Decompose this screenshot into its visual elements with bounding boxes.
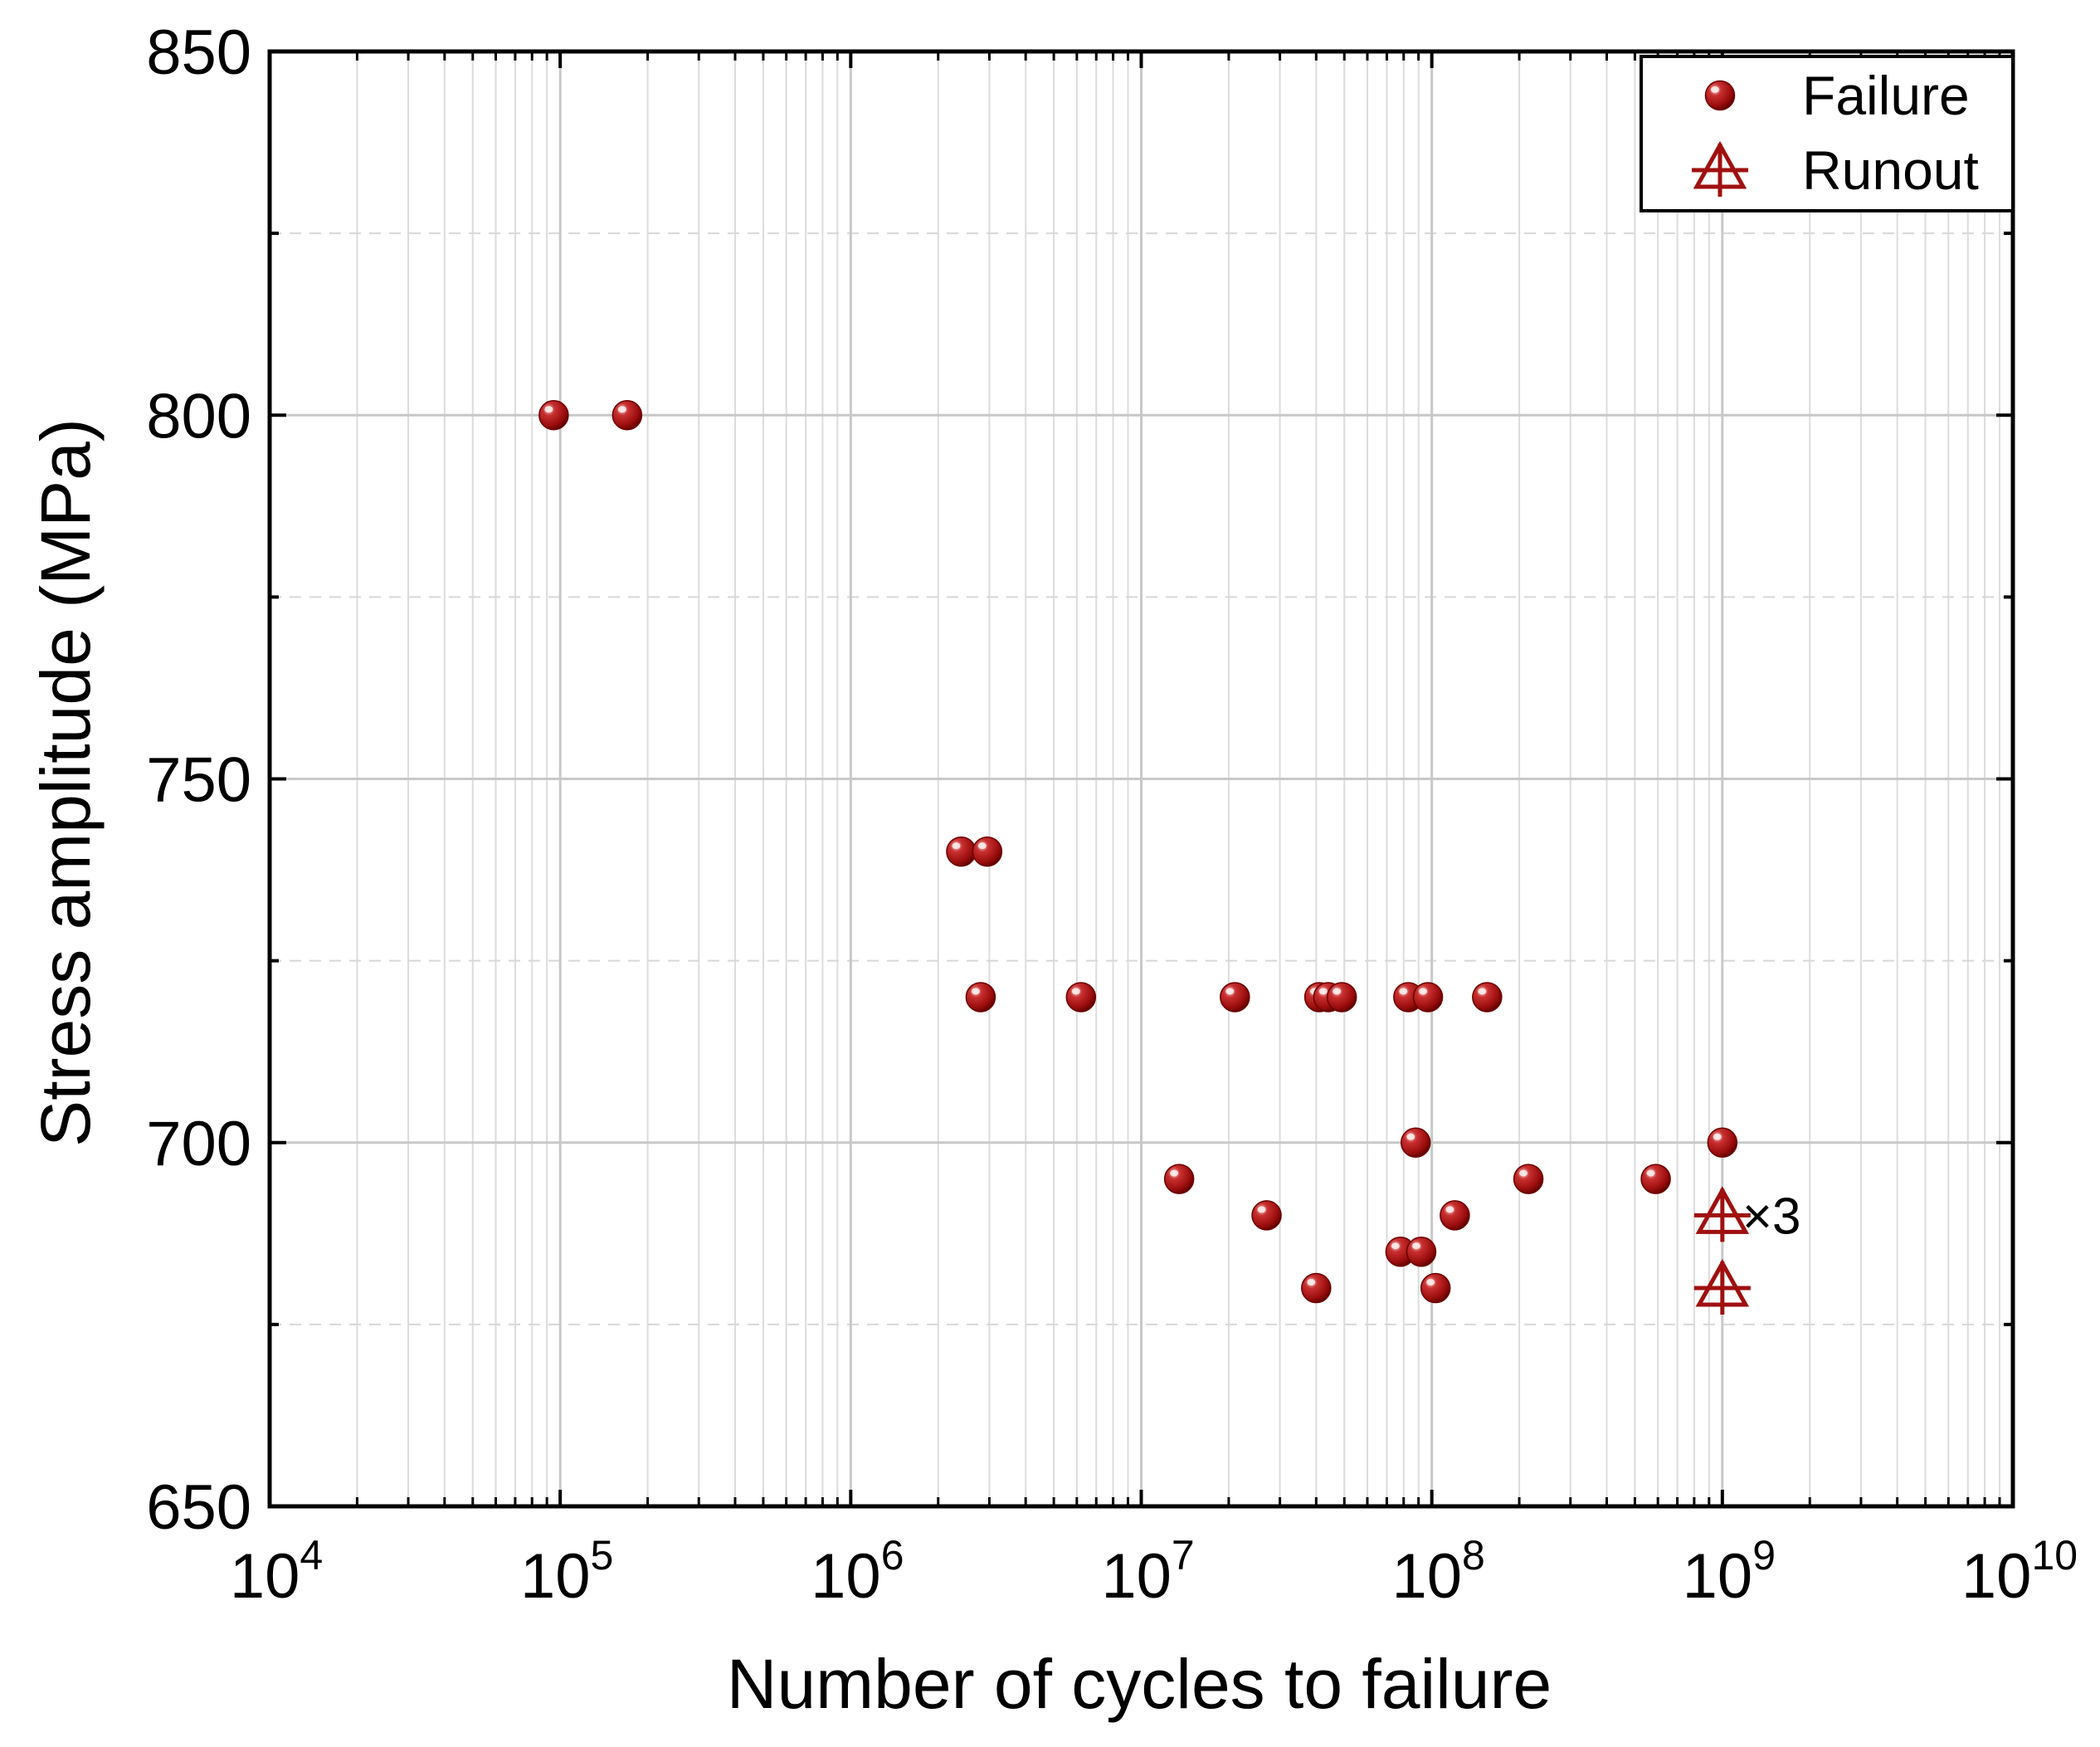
sphere-body <box>1707 1127 1738 1158</box>
x-tick-label: 108 <box>1391 1532 1484 1612</box>
sphere-highlight <box>977 842 987 850</box>
sphere-body <box>1513 1164 1544 1194</box>
legend-failure-marker <box>1704 80 1736 111</box>
y-tick-label: 750 <box>146 745 251 816</box>
failure-point <box>1412 982 1444 1013</box>
sphere-body <box>1301 1272 1332 1304</box>
sphere-body <box>1704 80 1736 111</box>
sphere-highlight <box>1411 1242 1420 1250</box>
sphere-body <box>1326 982 1357 1013</box>
data-points <box>538 400 1751 1315</box>
sphere-highlight <box>1646 1169 1655 1177</box>
sphere-highlight <box>1333 988 1342 995</box>
sphere-body <box>611 400 643 431</box>
failure-point <box>1472 982 1503 1013</box>
y-tick-label: 850 <box>146 17 251 88</box>
legend-sphere-icon <box>1704 80 1736 111</box>
failure-point <box>965 982 996 1013</box>
failure-point <box>1220 982 1250 1013</box>
x-tick-label: 105 <box>520 1532 613 1612</box>
sphere-body <box>1065 982 1097 1013</box>
runout-count-label: ×3 <box>1742 1188 1801 1245</box>
x-tick-label: 104 <box>230 1532 323 1612</box>
sphere-body <box>1406 1236 1437 1267</box>
major-gridlines <box>268 50 2015 1508</box>
sphere-body <box>538 400 569 431</box>
x-tick-label: 1010 <box>1961 1532 2078 1612</box>
failure-point <box>1420 1272 1451 1304</box>
sphere-highlight <box>1170 1169 1179 1177</box>
legend-triangle-icon <box>1692 140 1748 197</box>
sphere-highlight <box>1307 1279 1316 1286</box>
sphere-highlight <box>971 988 980 995</box>
sphere-body <box>1440 1200 1470 1231</box>
y-tick-labels: 650 700 750 800 850 <box>146 17 251 1543</box>
sphere-highlight <box>1318 988 1328 995</box>
sphere-highlight <box>1426 1279 1435 1286</box>
sphere-highlight <box>1713 1133 1722 1140</box>
sphere-highlight <box>1445 1206 1454 1213</box>
x-tick-label: 106 <box>811 1532 904 1612</box>
sphere-body <box>1640 1164 1671 1194</box>
runout-point <box>1693 1258 1751 1315</box>
sphere-highlight <box>617 406 626 413</box>
sphere-body <box>1220 982 1250 1013</box>
sphere-highlight <box>1391 1242 1400 1250</box>
sphere-body <box>1472 982 1503 1013</box>
failure-point <box>972 836 1003 867</box>
sphere-highlight <box>1519 1169 1528 1177</box>
failure-point <box>538 400 569 431</box>
x-tick-label: 109 <box>1683 1532 1776 1612</box>
sphere-highlight <box>544 406 553 413</box>
sphere-body <box>965 982 996 1013</box>
sphere-body <box>1412 982 1444 1013</box>
failure-point <box>1400 1127 1431 1158</box>
legend-runout-marker <box>1692 140 1748 197</box>
sphere-body <box>946 836 977 867</box>
sphere-highlight <box>1419 988 1428 995</box>
sphere-body <box>1251 1200 1282 1231</box>
y-tick-label: 700 <box>146 1109 251 1179</box>
failure-point <box>611 400 643 431</box>
sphere-highlight <box>1225 988 1235 995</box>
failure-point <box>1406 1236 1437 1267</box>
sphere-body <box>1420 1272 1451 1304</box>
failure-point <box>1251 1200 1282 1231</box>
sphere-highlight <box>1478 988 1487 995</box>
sphere-body <box>972 836 1003 867</box>
failure-point <box>1707 1127 1738 1158</box>
sphere-highlight <box>1711 86 1719 93</box>
sphere-body <box>1400 1127 1431 1158</box>
sphere-highlight <box>1399 988 1408 995</box>
failure-point <box>1326 982 1357 1013</box>
x-tick-labels: 104 105 106 107 108 109 1010 <box>230 1532 2078 1612</box>
failure-point <box>1513 1164 1544 1194</box>
x-axis-title: Number of cycles to failure <box>727 1645 1552 1723</box>
failure-point <box>1301 1272 1332 1304</box>
failure-point <box>1640 1164 1671 1194</box>
legend-runout-label: Runout <box>1802 139 1979 201</box>
sphere-highlight <box>1071 988 1080 995</box>
runout-point <box>1693 1186 1751 1242</box>
sphere-highlight <box>1406 1133 1415 1140</box>
legend: Failure Runout <box>1640 55 2015 212</box>
failure-point <box>1065 982 1097 1013</box>
sphere-highlight <box>952 842 961 850</box>
failure-point <box>1163 1164 1195 1194</box>
y-tick-label: 650 <box>146 1472 251 1543</box>
annotations: ×3 <box>1742 1188 1801 1245</box>
x-tick-label: 107 <box>1101 1532 1194 1612</box>
failure-point <box>946 836 977 867</box>
failure-point <box>1440 1200 1470 1231</box>
sphere-highlight <box>1257 1206 1266 1213</box>
y-tick-label: 800 <box>146 381 251 451</box>
legend-failure-label: Failure <box>1802 65 1970 126</box>
sphere-body <box>1163 1164 1195 1194</box>
y-axis-title: Stress amplitude (MPa) <box>27 418 105 1147</box>
